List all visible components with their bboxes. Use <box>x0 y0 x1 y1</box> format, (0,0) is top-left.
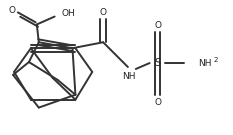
Text: O: O <box>154 21 161 30</box>
Text: O: O <box>100 8 107 17</box>
Text: O: O <box>9 6 16 15</box>
Text: O: O <box>154 98 161 107</box>
Text: NH: NH <box>122 72 136 81</box>
Text: S: S <box>154 58 161 68</box>
Text: NH: NH <box>198 59 212 68</box>
Text: OH: OH <box>62 9 75 18</box>
Text: 2: 2 <box>214 57 218 63</box>
